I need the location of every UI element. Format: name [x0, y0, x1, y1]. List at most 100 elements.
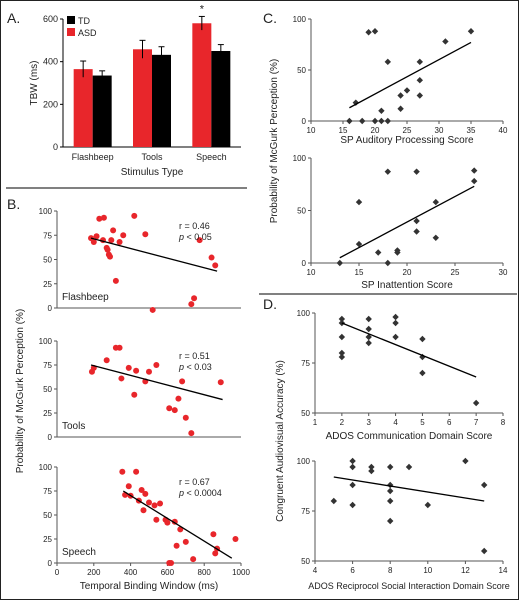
scatter-d1-x-tick-label: 3: [366, 418, 371, 427]
legend-swatch-td: [67, 16, 75, 24]
scatter-b3-y-tick-label: 50: [43, 511, 52, 520]
scatter-d1-x-tick-label: 1: [313, 418, 318, 427]
p-value: < 0.03: [184, 362, 212, 372]
scatter-b3-point: [140, 507, 147, 514]
scatter-b3-point: [173, 542, 180, 549]
scatter-c1-point: [384, 117, 391, 125]
scatter-b1-y-tick-label: 50: [43, 256, 52, 265]
panel-letter-c: C.: [263, 10, 277, 26]
scatter-d1-point: [419, 335, 426, 343]
c-x-axis-label-1: SP Auditory Processing Score: [340, 135, 474, 146]
scatter-d1-fit-line: [341, 322, 477, 378]
correlation-r: r = 0.46: [179, 221, 210, 231]
scatter-c1-x-tick-label: 15: [339, 126, 348, 135]
b-y-axis-label: Probability of McGurk Perception (%): [15, 309, 26, 474]
bar-category-label: Speech: [196, 152, 227, 162]
scatter-b2-point: [118, 375, 125, 382]
bar-td: [92, 75, 112, 147]
bar-category-label: Tools: [141, 152, 163, 162]
scatter-d2-point: [330, 497, 337, 505]
scatter-d1-point: [365, 315, 372, 323]
scatter-b2-point: [116, 344, 123, 351]
scatter-d2-point: [387, 517, 394, 525]
scatter-c2-y-tick-label: 50: [297, 207, 306, 216]
scatter-c1-x-tick-label: 25: [403, 126, 412, 135]
p-value: < 0.0004: [184, 488, 222, 498]
scatter-b3-point: [168, 560, 175, 566]
p-symbol: p: [178, 362, 184, 372]
scatter-b1-point: [191, 295, 198, 302]
scatter-b1-point: [120, 232, 127, 239]
scatter-c1-x-tick-label: 10: [307, 126, 316, 135]
scatter-c1-point: [416, 92, 423, 99]
scatter-d1-point: [365, 333, 372, 341]
scatter-c2-point: [384, 168, 391, 175]
scatter-c1-x-tick-label: 20: [371, 126, 380, 135]
scatter-b1-point: [131, 212, 138, 219]
scatter-b2-point: [125, 364, 132, 371]
scatter-b1-point: [100, 214, 107, 221]
scatter-d1-x-tick-label: 6: [447, 418, 452, 427]
scatter-b1-y-tick-label: 100: [39, 207, 53, 216]
scatter-b1-point: [208, 254, 215, 261]
scatter-c1-point: [365, 29, 372, 36]
scatter-b2-point: [179, 378, 186, 385]
scatter-c2-fit-line: [339, 185, 475, 259]
scatter-b2-y-tick-label: 50: [43, 385, 52, 394]
scatter-b3-point: [151, 502, 158, 509]
scatter-c2-x-tick-label: 30: [499, 268, 508, 277]
scatter-b3-point: [153, 516, 160, 523]
panel-letter-a: A.: [7, 10, 20, 26]
scatter-c1-point: [378, 117, 385, 125]
scatter-c2-x-tick-label: 25: [451, 268, 460, 277]
scatter-c2-point: [432, 234, 439, 241]
scatter-c1-point: [346, 117, 353, 125]
scatter-b1-point: [104, 246, 111, 253]
scatter-b1-point: [212, 262, 219, 269]
correlation-p: p < 0.03: [178, 362, 212, 372]
scatter-b3-point: [133, 468, 140, 475]
scatter-b3-x-tick-label: 400: [124, 568, 138, 577]
scatter-b3-y-tick-label: 75: [43, 487, 52, 496]
scatter-c2-x-tick-label: 15: [355, 268, 364, 277]
scatter-b2-point: [171, 407, 178, 414]
scatter-b1-point: [196, 237, 203, 244]
scatter-c1-point: [467, 28, 475, 35]
subplot-label-speech: Speech: [62, 547, 96, 558]
scatter-c1-y-tick-label: 100: [293, 15, 307, 24]
p-value: < 0.05: [184, 232, 212, 242]
scatter-d2-point: [368, 463, 375, 471]
scatter-d2-point: [481, 481, 488, 489]
scatter-d1-point: [338, 319, 346, 327]
scatter-d2-x-tick-label: 14: [499, 566, 508, 575]
scatter-d1-y-tick-label: 50: [301, 409, 310, 418]
scatter-d1-x-tick-label: 2: [340, 418, 345, 427]
scatter-c1-point: [384, 58, 391, 66]
scatter-b1-point: [142, 231, 149, 238]
scatter-d2-x-tick-label: 10: [423, 566, 432, 575]
scatter-b3-y-tick-label: 0: [48, 559, 53, 568]
scatter-b1-point: [108, 237, 115, 244]
panel-letter-d: D.: [263, 296, 277, 312]
scatter-c1-point: [371, 117, 379, 125]
scatter-d1-point: [338, 333, 346, 341]
scatter-c2-point: [355, 198, 363, 206]
scatter-c2-x-tick-label: 10: [307, 268, 316, 277]
scatter-b2-y-tick-label: 25: [43, 409, 52, 418]
scatter-c2-point: [471, 167, 478, 174]
scatter-c2-point: [375, 249, 382, 256]
scatter-b3-point: [182, 538, 189, 545]
correlation-r: r = 0.51: [179, 351, 210, 361]
bar-y-tick-label: 0: [53, 142, 58, 152]
scatter-b3-point: [164, 519, 171, 526]
scatter-b3-point: [157, 500, 164, 507]
scatter-b1-point: [96, 215, 103, 222]
scatter-d2-point: [349, 501, 356, 509]
scatter-b3-point: [190, 556, 197, 563]
scatter-c2-point: [384, 259, 391, 267]
subplot-label-tools: Tools: [62, 421, 85, 432]
scatter-d2-point: [387, 487, 394, 495]
scatter-d1-point: [338, 353, 346, 361]
scatter-b3-point: [212, 550, 219, 557]
